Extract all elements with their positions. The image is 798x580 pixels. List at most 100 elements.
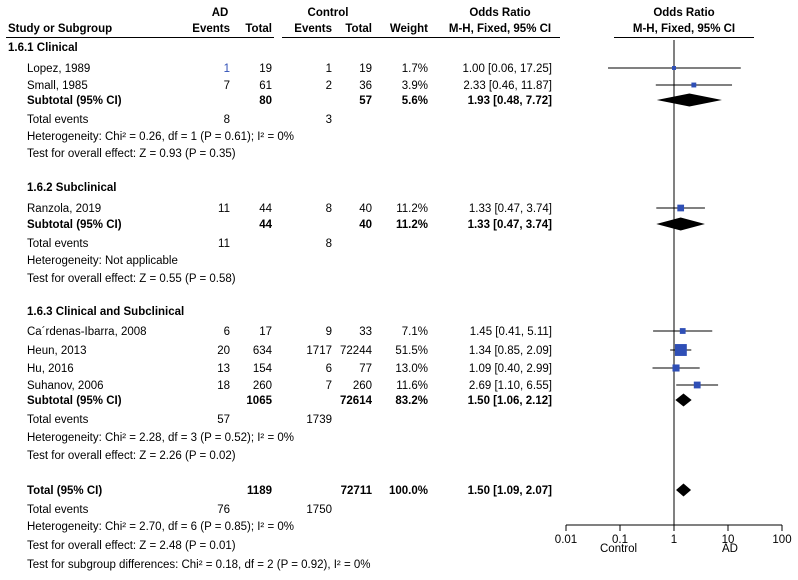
subgroup-differences-text: Test for subgroup differences: Chi² = 0.… xyxy=(27,559,371,571)
study-events1: 6 xyxy=(223,326,230,338)
total-events-label: Total events xyxy=(27,414,89,426)
study-marker xyxy=(672,66,676,70)
study-name: Small, 1985 xyxy=(27,80,88,92)
study-name: Suhanov, 2006 xyxy=(27,380,104,392)
heterogeneity-text: Heterogeneity: Chi² = 2.70, df = 6 (P = … xyxy=(27,521,294,533)
study-name: Heun, 2013 xyxy=(27,345,87,357)
study-events1: 7 xyxy=(223,80,230,92)
subtotal-total1: 44 xyxy=(259,219,272,231)
total-total1: 1189 xyxy=(247,485,272,497)
heterogeneity-text: Heterogeneity: Chi² = 2.28, df = 3 (P = … xyxy=(27,432,294,444)
header-rule xyxy=(6,37,210,38)
group2-rule xyxy=(282,37,374,38)
plot-method-header: M-H, Fixed, 95% CI xyxy=(632,23,736,35)
study-name: Ca´rdenas-Ibarra, 2008 xyxy=(27,326,147,338)
study-total2: 40 xyxy=(359,203,372,215)
study-column-header: Study or Subgroup xyxy=(8,23,113,35)
study-marker xyxy=(691,82,697,88)
group2-header: Control xyxy=(307,7,349,19)
study-events2: 1717 xyxy=(306,345,332,357)
subtotal-weight: 5.6% xyxy=(401,95,428,107)
study-total2: 36 xyxy=(359,80,372,92)
total-events-label: Total events xyxy=(27,114,89,126)
study-ci: 1.33 [0.47, 3.74] xyxy=(468,203,552,215)
subtotal-weight: 83.2% xyxy=(395,395,428,407)
study-weight: 7.1% xyxy=(401,326,428,338)
study-total1: 44 xyxy=(259,203,272,215)
subtotal-total1: 1065 xyxy=(246,395,272,407)
subtotal-label: Subtotal (95% CI) xyxy=(27,395,122,407)
heterogeneity-text: Heterogeneity: Chi² = 0.26, df = 1 (P = … xyxy=(27,131,294,143)
total-total2: 72711 xyxy=(340,485,372,497)
total-events-label: Total events xyxy=(27,504,89,516)
study-name: Ranzola, 2019 xyxy=(27,203,102,215)
study-total2: 72244 xyxy=(340,345,372,357)
total-label: Total (95% CI) xyxy=(27,485,103,497)
study-total1: 17 xyxy=(259,326,272,338)
study-events1: 20 xyxy=(217,345,230,357)
header-rule-right xyxy=(374,37,560,38)
study-weight: 11.2% xyxy=(396,203,428,215)
study-weight: 3.9% xyxy=(401,80,428,92)
total-events1: 76 xyxy=(217,504,230,516)
study-name: Hu, 2016 xyxy=(27,363,74,375)
favours-right-label: AD xyxy=(722,543,738,555)
total-ci: 1.50 [1.09, 2.07] xyxy=(467,485,552,497)
study-ci: 2.33 [0.46, 11.87] xyxy=(463,80,552,92)
pooled-diamond xyxy=(656,93,722,107)
study-events2: 2 xyxy=(325,80,332,92)
x-tick-label: 10 xyxy=(722,534,735,546)
x-tick-label: 100 xyxy=(772,534,791,546)
x-tick-label: 0.01 xyxy=(555,534,577,546)
study-weight: 11.6% xyxy=(396,380,428,392)
total1-column-header: Total xyxy=(245,23,272,35)
total-weight: 100.0% xyxy=(388,485,428,497)
study-marker xyxy=(672,364,680,372)
overall-effect-text: Test for overall effect: Z = 2.48 (P = 0… xyxy=(27,540,236,552)
subtotal-ci: 1.50 [1.06, 2.12] xyxy=(467,395,552,407)
study-events1: 18 xyxy=(217,380,230,392)
events1-column-header: Events xyxy=(192,23,230,35)
study-total2: 260 xyxy=(352,380,372,392)
total-events2: 3 xyxy=(325,114,332,126)
heterogeneity-text: Heterogeneity: Not applicable xyxy=(27,255,178,267)
study-events2: 1 xyxy=(325,63,332,75)
study-marker xyxy=(693,381,701,389)
study-events2: 9 xyxy=(325,326,332,338)
study-marker xyxy=(679,328,686,334)
total-events2: 1739 xyxy=(306,414,332,426)
study-total1: 260 xyxy=(252,380,272,392)
study-ci: 1.34 [0.85, 2.09] xyxy=(468,345,552,357)
events2-column-header: Events xyxy=(294,23,332,35)
group1-rule xyxy=(184,37,274,38)
study-total2: 33 xyxy=(359,326,372,338)
study-total1: 634 xyxy=(252,345,272,357)
study-marker xyxy=(677,204,685,212)
total-events2: 1750 xyxy=(306,504,332,516)
group1-header: AD xyxy=(211,7,229,19)
study-total1: 154 xyxy=(252,363,272,375)
study-weight: 13.0% xyxy=(395,363,428,375)
subtotal-label: Subtotal (95% CI) xyxy=(27,219,122,231)
study-ci: 1.09 [0.40, 2.99] xyxy=(468,363,552,375)
study-marker xyxy=(674,344,687,356)
subgroup-title: 1.6.2 Subclinical xyxy=(27,182,117,194)
subtotal-ci: 1.33 [0.47, 3.74] xyxy=(467,219,552,231)
subtotal-label: Subtotal (95% CI) xyxy=(27,95,122,107)
subtotal-total1: 80 xyxy=(259,95,272,107)
overall-effect-text: Test for overall effect: Z = 0.93 (P = 0… xyxy=(27,148,236,160)
study-total1: 19 xyxy=(259,63,272,75)
subtotal-weight: 11.2% xyxy=(396,219,428,231)
study-ci: 1.00 [0.06, 17.25] xyxy=(462,63,552,75)
overall-effect-text: Test for overall effect: Z = 2.26 (P = 0… xyxy=(27,450,236,462)
study-ci: 1.45 [0.41, 5.11] xyxy=(469,326,552,338)
total-events-label: Total events xyxy=(27,238,89,250)
plot-header-rule xyxy=(614,37,754,38)
study-events1: 1 xyxy=(223,63,230,75)
study-total1: 61 xyxy=(259,80,272,92)
study-events2: 7 xyxy=(325,380,332,392)
favours-left-label: Control xyxy=(600,543,638,555)
subgroup-title: 1.6.3 Clinical and Subclinical xyxy=(27,306,185,318)
study-events1: 11 xyxy=(218,203,230,215)
